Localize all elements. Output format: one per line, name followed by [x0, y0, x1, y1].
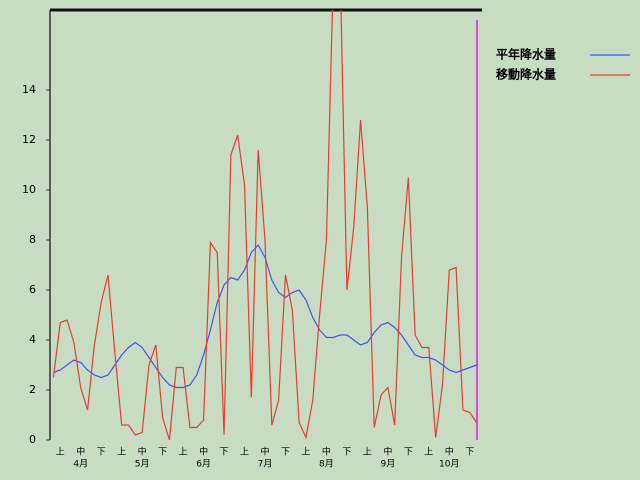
month-label: 4月	[73, 459, 88, 470]
x-tick-label: 上	[363, 447, 372, 458]
y-tick-label: 2	[29, 383, 36, 396]
x-tick-label: 中	[199, 446, 208, 458]
series-line	[52, 10, 478, 441]
x-tick-label: 上	[424, 447, 433, 458]
x-tick-label: 中	[322, 446, 331, 458]
x-tick-label: 下	[465, 448, 474, 458]
x-tick-label: 下	[281, 448, 290, 458]
legend-label: 平年降水量	[496, 47, 556, 62]
x-tick-label: 下	[220, 448, 229, 458]
x-tick-label: 上	[240, 447, 249, 458]
y-tick-label: 10	[22, 183, 36, 196]
x-tick-label: 下	[158, 448, 167, 458]
y-tick-label: 12	[22, 133, 36, 146]
x-tick-label: 下	[97, 448, 106, 458]
x-tick-label: 上	[301, 447, 310, 458]
x-tick-label: 上	[117, 447, 126, 458]
x-tick-label: 中	[445, 446, 454, 458]
y-tick-label: 4	[29, 333, 36, 346]
x-tick-label: 中	[138, 446, 147, 458]
y-tick-label: 8	[29, 233, 36, 246]
y-tick-label: 6	[29, 283, 36, 296]
series-line	[53, 243, 477, 389]
x-tick-label: 中	[76, 446, 85, 458]
plot-area	[52, 10, 478, 441]
x-tick-label: 中	[260, 446, 269, 458]
x-tick-label: 上	[179, 447, 188, 458]
x-tick-label: 上	[56, 447, 65, 458]
month-label: 7月	[258, 459, 273, 470]
legend-label: 移動降水量	[496, 67, 556, 82]
month-label: 8月	[319, 459, 334, 470]
month-label: 6月	[196, 459, 211, 470]
y-tick-label: 14	[22, 83, 36, 96]
month-label: 9月	[380, 459, 395, 470]
month-label: 5月	[135, 459, 150, 470]
month-label: 10月	[439, 459, 459, 470]
x-tick-label: 下	[404, 448, 413, 458]
x-tick-label: 中	[383, 446, 392, 458]
x-tick-label: 下	[342, 448, 351, 458]
y-tick-label: 0	[29, 433, 36, 446]
